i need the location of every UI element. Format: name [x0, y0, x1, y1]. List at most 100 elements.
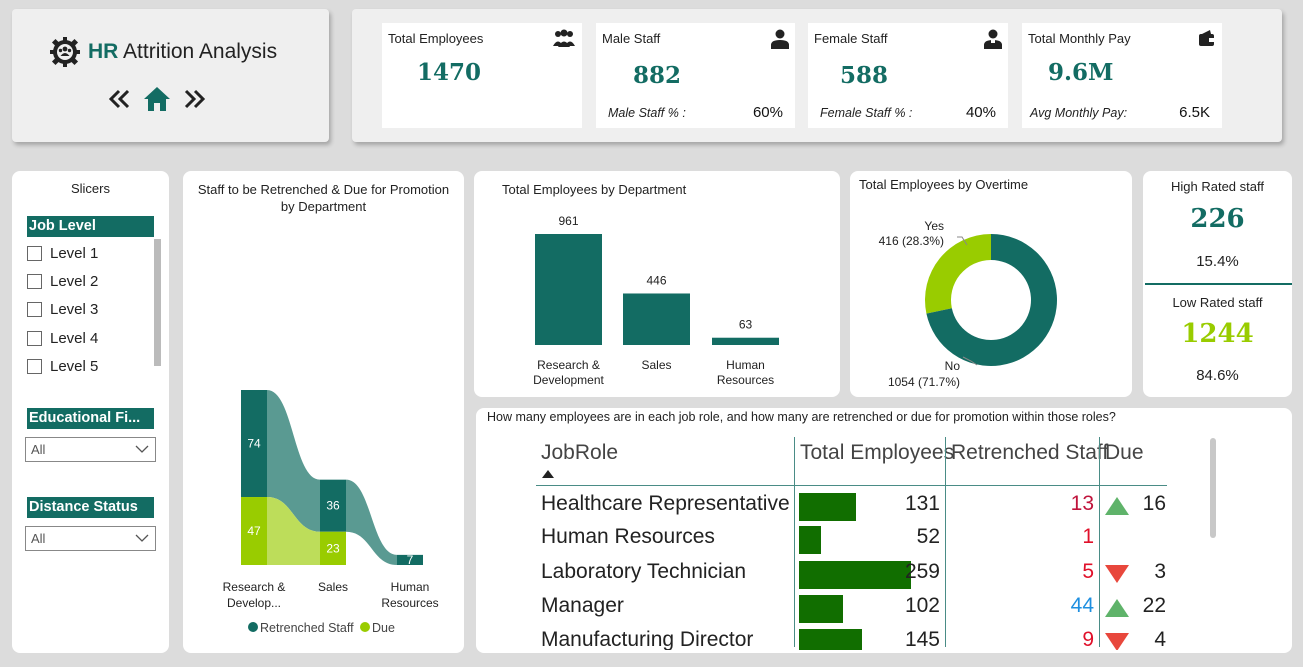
rated-staff-card: High Rated staff 226 15.4% Low Rated sta…	[1143, 171, 1292, 397]
dept-bar-value: 446	[646, 273, 666, 287]
job-role-table-card: How many employees are in each job role,…	[476, 408, 1292, 653]
table-row-due: 16	[1142, 492, 1166, 515]
title-row: HR Attrition Analysis	[50, 37, 277, 67]
low-rated-value: 1244	[1181, 319, 1254, 349]
slicers-panel: Slicers Job Level Level 1 Level 2 Level …	[12, 171, 169, 653]
column-header-3[interactable]: Retrenched Staff	[951, 441, 1109, 464]
column-divider	[794, 437, 795, 647]
column-header-4[interactable]: Due	[1105, 441, 1144, 464]
checkbox[interactable]	[27, 274, 42, 289]
sort-ascending-icon[interactable]	[542, 470, 554, 478]
dept-bar[interactable]	[535, 234, 602, 345]
kpi-sub-value: 6.5K	[1179, 104, 1210, 121]
dropdown-value: All	[31, 442, 46, 457]
total-employees-databar	[799, 561, 911, 589]
overtime-chart-title: Total Employees by Overtime	[859, 177, 1029, 192]
male-person-icon	[771, 29, 789, 49]
table-question: How many employees are in each job role,…	[487, 410, 1116, 424]
home-icon[interactable]	[142, 85, 172, 113]
ribbon-segment-due[interactable]	[320, 531, 346, 565]
table-row-retrenched: 5	[1082, 560, 1094, 583]
ribbon-segment-retrenched[interactable]	[241, 390, 267, 498]
kpi-sub-label: Avg Monthly Pay:	[1030, 106, 1128, 120]
job-level-header: Job Level	[27, 216, 154, 237]
prev-page-icon[interactable]	[108, 88, 132, 110]
ribbon-flow-retrenched	[346, 479, 397, 565]
education-dropdown[interactable]: All	[25, 437, 156, 462]
ribbon-axis-label: Human	[391, 580, 430, 594]
checkbox[interactable]	[27, 331, 42, 346]
column-header-1[interactable]: JobRole	[541, 441, 619, 464]
rated-divider	[1145, 283, 1292, 285]
checkbox[interactable]	[27, 359, 42, 374]
kpi-total-employees: Total Employees 1470	[382, 23, 582, 128]
kpi-sub-value: 60%	[752, 104, 783, 121]
job-level-option-4[interactable]: Level 4	[27, 330, 98, 347]
ribbon-segment-due[interactable]	[241, 497, 267, 565]
table-row-total: 131	[904, 492, 940, 515]
option-label: Level 1	[50, 245, 99, 262]
dept-bar-chart: 961 Research &Development 446 Sales 63 HumanR…	[533, 214, 779, 387]
legend-due-label: Due	[372, 621, 395, 635]
slicer-scrollbar[interactable]	[154, 239, 161, 366]
ribbon-flow-due	[267, 497, 320, 565]
checkbox[interactable]	[27, 302, 42, 317]
table-row-jobrole: Laboratory Technician	[541, 560, 747, 583]
ribbon-segment-retrenched[interactable]	[397, 554, 423, 565]
dept-bar-value: 63	[739, 318, 753, 332]
title-rest: Attrition Analysis	[118, 40, 278, 63]
table-row-retrenched: 44	[1070, 594, 1094, 617]
ribbon-axis-label: Develop...	[227, 596, 281, 610]
table-row-total: 52	[916, 525, 940, 548]
ribbon-segment-retrenched[interactable]	[320, 479, 346, 532]
ribbon-chart-title: Staff to be Retrenched & Due for Promoti…	[183, 181, 464, 215]
total-employees-databar	[799, 526, 822, 554]
dept-axis-label: Development	[533, 373, 604, 387]
table-row-jobrole: Healthcare Representative	[541, 492, 790, 515]
donut-label-yes-name: Yes	[924, 219, 944, 233]
ribbon-axis-label: Sales	[318, 580, 348, 594]
kpi-label: Total Employees	[388, 31, 484, 46]
group-icon	[553, 29, 575, 47]
legend-retrenched-label: Retrenched Staff	[260, 621, 354, 635]
job-level-option-1[interactable]: Level 1	[27, 245, 98, 262]
option-label: Level 2	[50, 273, 99, 290]
kpi-female-staff: Female Staff 588 Female Staff % : 40%	[808, 23, 1008, 128]
donut-label-no-name: No	[945, 359, 961, 373]
column-header-2[interactable]: Total Employees	[800, 441, 955, 464]
dept-chart-title: Total Employees by Department	[502, 182, 687, 197]
kpi-sub-value: 40%	[965, 104, 996, 121]
next-page-icon[interactable]	[182, 88, 206, 110]
donut-slice-yes[interactable]	[925, 234, 991, 314]
trend-down-icon	[1105, 633, 1129, 650]
dept-bar[interactable]	[623, 293, 690, 345]
dept-axis-label: Resources	[717, 373, 774, 387]
header-underline	[536, 485, 1167, 486]
kpi-monthly-pay: Total Monthly Pay 9.6M Avg Monthly Pay: …	[1022, 23, 1222, 128]
checkbox[interactable]	[27, 246, 42, 261]
kpi-sub-label: Female Staff % :	[820, 106, 913, 120]
table-row-jobrole: Manager	[541, 594, 624, 617]
dept-bar[interactable]	[712, 337, 779, 345]
table-scrollbar[interactable]	[1210, 438, 1216, 538]
job-role-table: JobRole Total Employees Retrenched Staff Du…	[476, 408, 1292, 651]
kpi-value: 1470	[417, 59, 482, 86]
trend-down-icon	[1105, 565, 1129, 583]
chevron-down-icon	[135, 445, 149, 453]
donut-slice-no[interactable]	[926, 234, 1057, 366]
kpi-male-staff: Male Staff 882 Male Staff % : 60%	[596, 23, 795, 128]
kpi-value: 9.6M	[1048, 59, 1114, 86]
ribbon-label-retrenched: 36	[326, 499, 340, 513]
table-row-due: 4	[1154, 628, 1166, 651]
table-row-total: 145	[904, 628, 940, 651]
distance-dropdown[interactable]: All	[25, 526, 156, 551]
page-nav	[108, 85, 206, 113]
job-level-option-5[interactable]: Level 5	[27, 358, 98, 375]
table-row-due: 3	[1154, 560, 1166, 583]
job-level-option-3[interactable]: Level 3	[27, 301, 98, 318]
kpi-label: Female Staff	[814, 31, 888, 46]
leader-line-no	[962, 356, 978, 366]
table-row-total: 102	[904, 594, 940, 617]
ribbon-axis-label: Resources	[381, 596, 438, 610]
job-level-option-2[interactable]: Level 2	[27, 273, 98, 290]
